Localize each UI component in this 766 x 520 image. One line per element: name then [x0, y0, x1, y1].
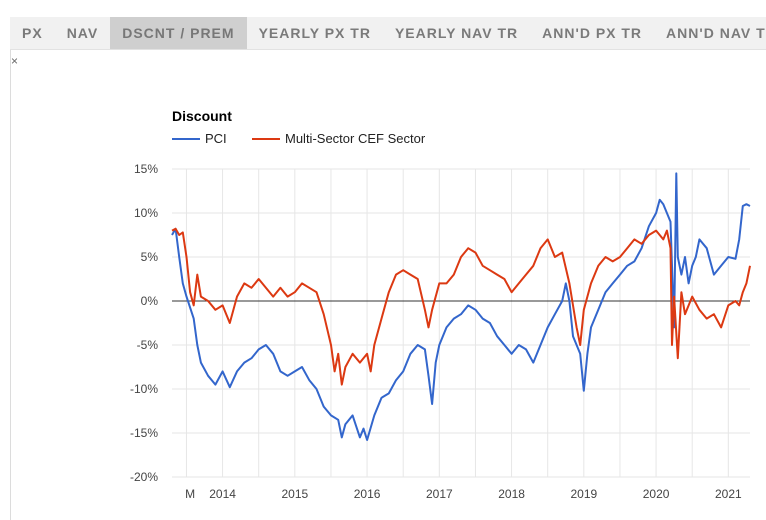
legend-swatch-pci	[172, 137, 200, 140]
tab-nav[interactable]: NAV	[66, 25, 99, 41]
legend-label-pci: PCI	[205, 131, 227, 146]
legend-item-sector: Multi-Sector CEF Sector	[252, 131, 425, 146]
tab-yearly-nav-tr[interactable]: YEARLY NAV TR	[394, 25, 519, 41]
series-line-sector	[171, 227, 751, 386]
tab-ann-d-nav-tr[interactable]: ANN'D NAV TR	[666, 25, 766, 41]
tab-px[interactable]: PX	[22, 25, 43, 41]
tab-ann-d-px-tr[interactable]: ANN'D PX TR	[542, 25, 643, 41]
y-tick-label: 10%	[134, 206, 158, 220]
y-tick-label: 0%	[141, 294, 159, 308]
legend-item-pci: PCI	[172, 131, 227, 146]
x-tick-label: 2015	[281, 487, 308, 501]
x-tick-label: 2017	[426, 487, 453, 501]
x-tick-label: 2019	[570, 487, 597, 501]
x-tick-label: 2020	[643, 487, 670, 501]
y-tick-label: -10%	[130, 382, 158, 396]
tab-bar: PX NAV DSCNT / PREM YEARLY PX TR YEARLY NAV …	[10, 17, 766, 50]
x-tick-label: 2021	[715, 487, 742, 501]
legend-label-sector: Multi-Sector CEF Sector	[285, 131, 426, 146]
series-line-pci	[171, 172, 751, 441]
close-icon[interactable]: ×	[11, 54, 19, 68]
y-tick-label: -20%	[130, 470, 158, 484]
x-tick-label: 2016	[354, 487, 381, 501]
chart-panel	[10, 50, 766, 520]
tab-yearly-px-tr[interactable]: YEARLY PX TR	[258, 25, 371, 41]
x-tick-label: 2014	[209, 487, 236, 501]
y-tick-label: -15%	[130, 426, 158, 440]
y-tick-label: -5%	[137, 338, 159, 352]
y-tick-label: 5%	[141, 250, 159, 264]
x-tick-label: 2018	[498, 487, 525, 501]
y-tick-label: 15%	[134, 162, 158, 176]
legend-swatch-sector	[252, 137, 280, 140]
chart-title: Discount	[172, 108, 232, 124]
x-tick-label: M	[185, 487, 195, 501]
tab-dscnt-prem[interactable]: DSCNT / PREM	[110, 17, 247, 49]
